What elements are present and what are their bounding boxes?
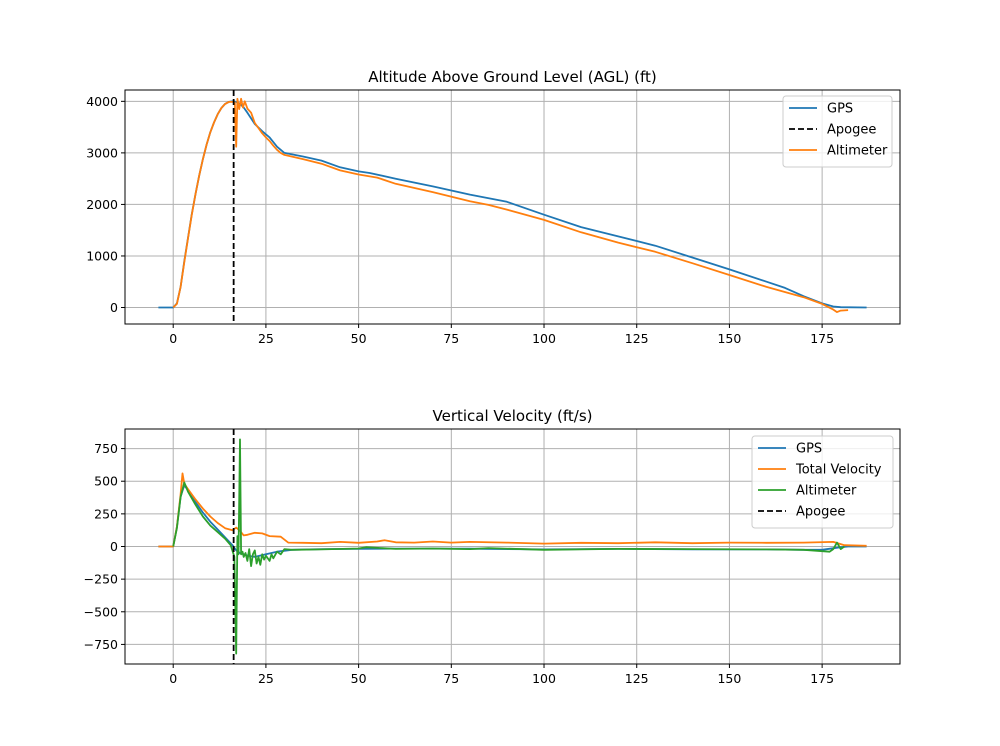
- x-tick-label: 175: [810, 671, 834, 686]
- altitude-plot-title: Altitude Above Ground Level (AGL) (ft): [368, 68, 657, 86]
- velocity-legend: GPS Total Velocity Altimeter Apogee: [751, 435, 894, 529]
- velocity-plot: Vertical Velocity (ft/s) 0 25 50 75 100 125 15…: [84, 407, 901, 686]
- total-velocity-series-line: [158, 472, 867, 548]
- legend-total-velocity-label: Total Velocity: [795, 463, 882, 478]
- x-tick-label: 0: [169, 671, 177, 686]
- y-tick-label: −750: [84, 637, 118, 652]
- y-tick-label: 500: [94, 474, 118, 489]
- x-tick-label: 150: [717, 331, 741, 346]
- x-tick-label: 75: [443, 671, 459, 686]
- x-tick-label: 100: [532, 331, 556, 346]
- x-tick-label: 25: [258, 671, 274, 686]
- altitude-legend: GPS Apogee Altimeter: [782, 95, 893, 168]
- legend-altimeter-label: Altimeter: [796, 484, 857, 499]
- y-tick-label: 0: [110, 539, 118, 554]
- x-tick-label: 125: [625, 331, 649, 346]
- x-tick-label: 0: [169, 331, 177, 346]
- x-tick-label: 100: [532, 671, 556, 686]
- x-tick-label: 25: [258, 331, 274, 346]
- y-tick-label: 2000: [86, 197, 118, 212]
- altimeter-series-line: [172, 438, 845, 655]
- y-tick-label: 3000: [86, 145, 118, 160]
- x-tick-label: 125: [625, 671, 649, 686]
- x-tick-label: 150: [717, 671, 741, 686]
- x-tick-label: 175: [810, 331, 834, 346]
- x-tick-label: 75: [443, 331, 459, 346]
- legend-apogee-label: Apogee: [827, 123, 876, 138]
- altimeter-series-line: [172, 97, 849, 313]
- x-tick-label: 50: [351, 671, 367, 686]
- y-tick-label: −250: [84, 572, 118, 587]
- legend-gps-label: GPS: [796, 442, 822, 457]
- legend-apogee-label: Apogee: [796, 505, 845, 520]
- y-tick-label: 1000: [86, 248, 118, 263]
- y-tick-label: 750: [94, 441, 118, 456]
- altitude-plot-frame: [124, 89, 901, 325]
- legend-gps-label: GPS: [827, 102, 853, 117]
- x-tick-label: 50: [351, 331, 367, 346]
- y-tick-label: 0: [110, 300, 118, 315]
- altitude-plot: Altitude Above Ground Level (AGL) (ft) 0…: [86, 68, 901, 346]
- y-tick-label: 4000: [86, 94, 118, 109]
- velocity-plot-frame: [124, 428, 901, 665]
- y-tick-label: −500: [84, 604, 118, 619]
- velocity-plot-title: Vertical Velocity (ft/s): [433, 407, 593, 425]
- y-tick-label: 250: [94, 506, 118, 521]
- legend-altimeter-label: Altimeter: [827, 144, 888, 159]
